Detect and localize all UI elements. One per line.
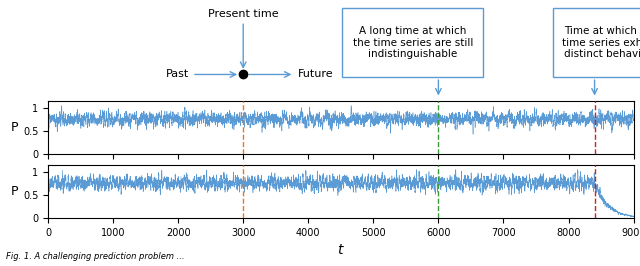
Text: Past: Past	[166, 69, 189, 80]
Y-axis label: P: P	[11, 185, 19, 198]
Text: Future: Future	[298, 69, 333, 80]
Text: Fig. 1. A challenging prediction problem ...: Fig. 1. A challenging prediction problem…	[6, 252, 185, 261]
Text: Time at which the
time series exhibit
distinct behaviors: Time at which the time series exhibit di…	[562, 26, 640, 59]
X-axis label: $t$: $t$	[337, 243, 345, 257]
Text: A long time at which
the time series are still
indistinguishable: A long time at which the time series are…	[353, 26, 473, 59]
FancyBboxPatch shape	[553, 8, 640, 77]
FancyBboxPatch shape	[342, 8, 483, 77]
Text: Present time: Present time	[208, 9, 278, 19]
Y-axis label: P: P	[11, 121, 19, 134]
